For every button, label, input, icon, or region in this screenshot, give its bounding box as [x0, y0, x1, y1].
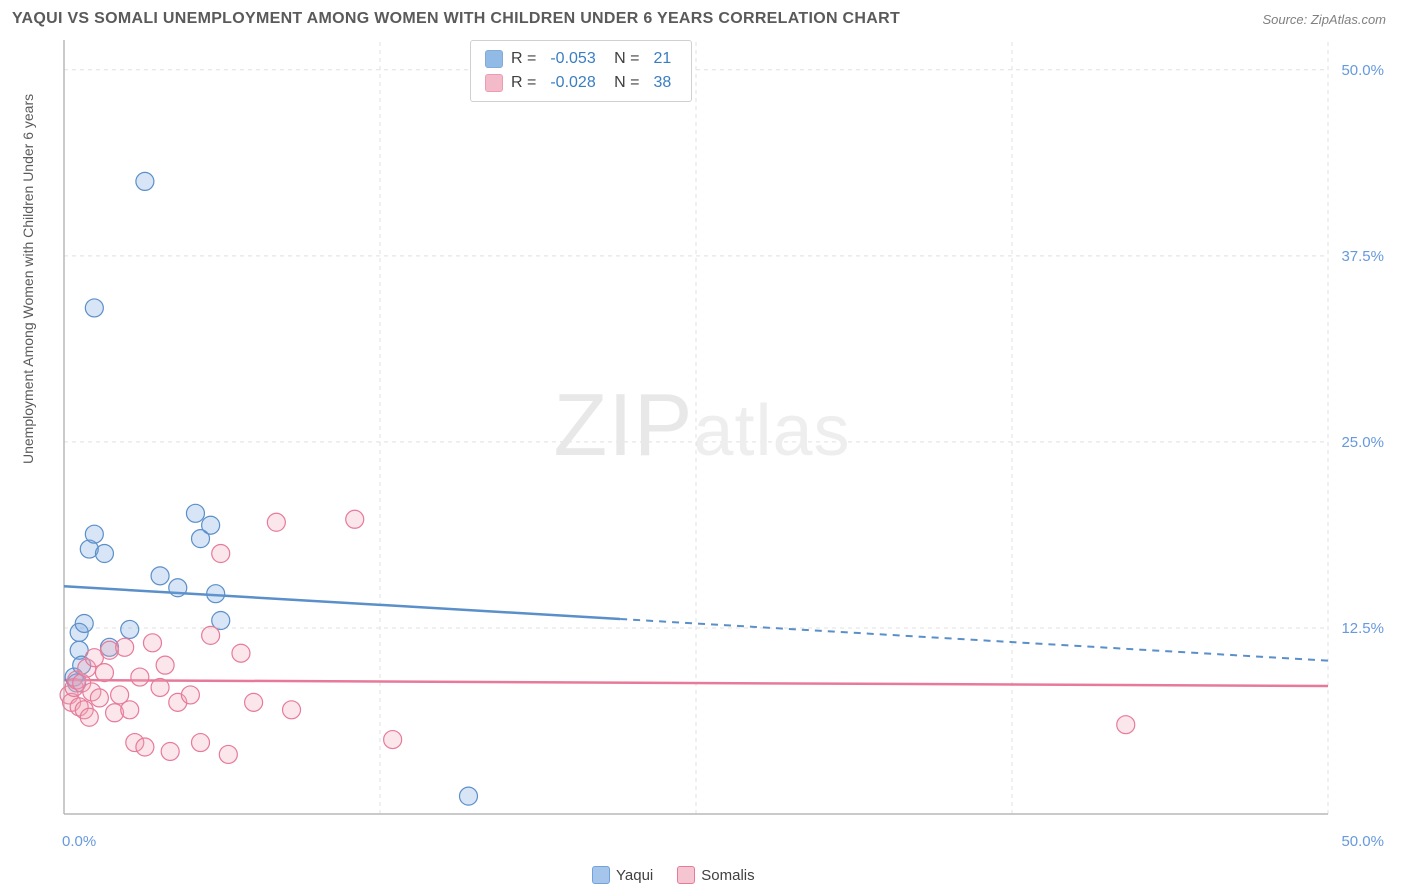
n-label: N = — [610, 71, 640, 95]
header: YAQUI VS SOMALI UNEMPLOYMENT AMONG WOMEN… — [0, 0, 1406, 34]
n-value-somalis: 38 — [648, 71, 678, 95]
series-legend: Yaqui Somalis — [592, 866, 755, 884]
r-label: R = — [511, 71, 536, 95]
svg-text:50.0%: 50.0% — [1341, 62, 1384, 79]
swatch-somalis-icon — [677, 866, 695, 884]
legend-row-somalis: R = -0.028 N = 38 — [485, 71, 677, 95]
svg-text:0.0%: 0.0% — [62, 833, 96, 850]
legend-item-somalis: Somalis — [677, 866, 754, 884]
r-value-yaqui: -0.053 — [544, 47, 601, 71]
correlation-legend: R = -0.053 N = 21 R = -0.028 N = 38 — [470, 40, 692, 102]
y-axis-label: Unemployment Among Women with Children U… — [20, 94, 36, 464]
swatch-yaqui-icon — [592, 866, 610, 884]
swatch-yaqui — [485, 50, 503, 68]
legend-label-yaqui: Yaqui — [616, 867, 653, 884]
r-label: R = — [511, 47, 536, 71]
legend-row-yaqui: R = -0.053 N = 21 — [485, 47, 677, 71]
svg-text:25.0%: 25.0% — [1341, 434, 1384, 451]
chart-title: YAQUI VS SOMALI UNEMPLOYMENT AMONG WOMEN… — [12, 10, 900, 28]
scatter-plot: 12.5% 25.0% 37.5% 50.0% 0.0% 50.0% — [58, 34, 1388, 854]
svg-text:12.5%: 12.5% — [1341, 620, 1384, 637]
svg-text:37.5%: 37.5% — [1341, 248, 1384, 265]
chart-container: Unemployment Among Women with Children U… — [12, 34, 1392, 884]
swatch-somalis — [485, 74, 503, 92]
svg-text:50.0%: 50.0% — [1341, 833, 1384, 850]
source-label: Source: ZipAtlas.com — [1262, 12, 1386, 27]
r-value-somalis: -0.028 — [544, 71, 601, 95]
n-value-yaqui: 21 — [648, 47, 678, 71]
legend-item-yaqui: Yaqui — [592, 866, 653, 884]
legend-label-somalis: Somalis — [701, 867, 754, 884]
n-label: N = — [610, 47, 640, 71]
